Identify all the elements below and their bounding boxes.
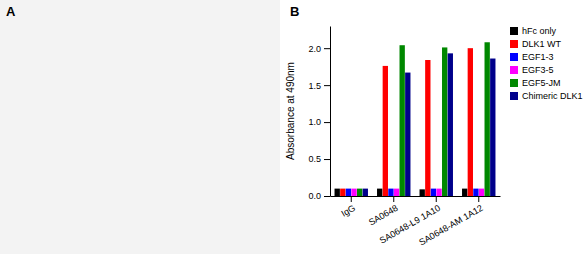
tick-label: 0.5 [308,154,321,164]
tick-label: 2.0 [308,44,321,54]
legend-label: hFc only [522,26,557,36]
bar-series [351,189,484,196]
plot: 0.00.51.01.52.0IgGSA0648SA0648-L9 1A10SA… [285,4,583,248]
tick-mark [324,48,330,49]
y-axis: 0.0 0.5 1.0 1.5 2.0 [308,27,330,202]
tick-mark [324,159,330,160]
chart: A0.00.51.01.52.0IgGSA0648SA0648-L9 1A10S… [0,0,586,254]
legend-swatch [510,53,518,61]
bar [490,59,495,196]
legend-swatch [510,92,518,100]
tick-label: SA0648 [367,203,400,228]
bar [485,42,490,196]
tick-mark [324,122,330,123]
bar [436,189,441,196]
legend-item: DLK1 WT [510,39,562,49]
legend-swatch [510,27,518,35]
bar [431,189,436,196]
bar [363,189,368,196]
bar [400,45,405,196]
bar [473,189,478,196]
tick-label: 0.0 [308,191,321,201]
bar [357,189,362,196]
legend-item: Chimeric DLK1 [510,91,583,101]
axis-line [331,196,501,197]
bar [394,189,399,196]
legend-label: Chimeric DLK1 [522,91,583,101]
tick-label: 1.0 [308,117,321,127]
legend-label: EGF3-5 [522,65,554,75]
tick: 0.0 [308,191,330,201]
legend-label: EGF1-3 [522,52,554,62]
legend-item: EGF5-JM [510,78,561,88]
x-axis: IgGSA0648SA0648-L9 1A10SA0648-AM 1A12 [331,196,501,248]
legend-swatch [510,40,518,48]
tick-mark [393,196,394,202]
bar [335,189,340,196]
bar [383,66,388,196]
legend-item: EGF1-3 [510,52,554,62]
axis-line [330,27,331,197]
panel-a [0,0,280,254]
tick: 2.0 [308,44,330,54]
legend-label: EGF5-JM [522,78,561,88]
bar [462,189,467,196]
tick: 1.5 [308,81,330,91]
legend-swatch [510,66,518,74]
tick-mark [478,196,479,202]
bar [420,189,425,196]
legend-swatch [510,79,518,87]
legend-label: DLK1 WT [522,39,562,49]
bar [388,189,393,196]
legend-item: hFc only [510,26,557,36]
tick-mark [324,196,330,197]
bar-series [346,189,479,196]
tick-label: IgG [340,203,358,219]
title: B [290,4,299,19]
bar [340,189,345,196]
tick-label: SA0648-AM 1A12 [417,203,484,248]
bar [346,189,351,196]
bars [335,42,496,196]
panel-label: A [6,4,16,19]
tick: 0.5 [308,154,330,164]
legend: hFc only DLK1 WT EGF1-3 EGF3-5 EGF5-JM Chimer… [510,26,583,101]
bar [468,48,473,196]
tick: SA0648-AM 1A12 [417,196,484,248]
bar [448,53,453,196]
tick: SA0648 [367,196,400,228]
bar-series [363,53,496,196]
bar [405,73,410,196]
tick-label: 1.5 [308,81,321,91]
tick: 1.0 [308,117,330,127]
tick: IgG [340,196,358,219]
bar [479,189,484,196]
bar [351,189,356,196]
bar-series [340,48,473,196]
tick-mark [351,196,352,202]
legend-item: EGF3-5 [510,65,554,75]
bar [425,60,430,196]
bar [377,189,382,196]
bar [442,47,447,196]
y-axis-title: Absorbance at 490nm [285,62,296,160]
tick-mark [436,196,437,202]
bar-series [357,42,490,196]
tick-mark [324,85,330,86]
